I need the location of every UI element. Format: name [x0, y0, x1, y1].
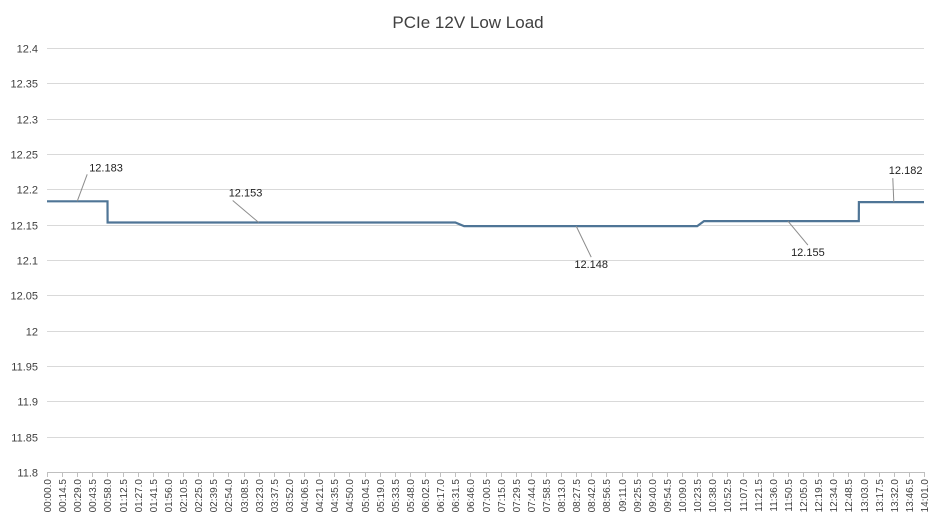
x-tick-label: 03:23.0 [255, 479, 266, 513]
x-tick-label: 04:21.0 [315, 479, 326, 513]
x-tick-label: 09:40.0 [648, 479, 659, 513]
x-tick-label: 06:46.0 [466, 479, 477, 513]
x-tick-label: 08:42.0 [587, 479, 598, 513]
x-tick-label: 10:23.5 [693, 479, 704, 513]
x-tick-label: 00:58.0 [103, 479, 114, 513]
x-tick-label: 11:21.5 [754, 479, 765, 512]
x-tick-label: 01:56.0 [164, 479, 175, 513]
data-label: 12.183 [89, 162, 123, 174]
y-tick-label: 11.9 [17, 397, 38, 409]
series-layer [47, 200, 924, 228]
x-tick-label: 11:36.0 [769, 479, 780, 512]
y-tick-label: 12.05 [10, 291, 38, 303]
x-tick-label: 06:02.5 [421, 479, 432, 513]
y-tick-label: 12.2 [17, 185, 38, 197]
x-tick-label: 11:07.0 [739, 479, 750, 512]
x-tick-label: 07:00.5 [482, 479, 493, 513]
x-tick-label: 08:56.5 [602, 479, 613, 513]
x-tick-label: 07:29.5 [512, 479, 523, 513]
gridlines [47, 48, 924, 473]
data-label-leader [787, 220, 809, 246]
x-tick-label: 01:41.5 [149, 479, 160, 513]
x-tick-label: 09:25.5 [633, 479, 644, 513]
x-tick-label: 03:08.5 [240, 479, 251, 513]
x-tick-label: 05:48.0 [406, 479, 417, 513]
x-tick-label: 09:54.5 [663, 479, 674, 513]
x-tick-label: 09:11.0 [618, 479, 629, 512]
x-tick-label: 04:35.5 [330, 479, 341, 513]
y-axis-ticks: 12.4 12.35 12.3 12.25 12.2 12.15 12.1 12.05 12 11… [10, 44, 38, 480]
x-tick-label: 13:46.5 [905, 479, 916, 513]
y-tick-label: 12 [26, 327, 38, 339]
x-tick-label: 00:00.0 [43, 479, 54, 513]
x-tick-label: 12:05.0 [799, 479, 810, 513]
x-tick-label: 05:04.5 [361, 479, 372, 513]
data-label: 12.155 [791, 247, 825, 259]
x-tick-label: 08:13.0 [557, 479, 568, 513]
x-tick-label: 01:27.0 [134, 479, 145, 513]
x-tick-label: 02:25.0 [194, 479, 205, 513]
x-tick-label: 10:09.0 [678, 479, 689, 513]
x-tick-label: 12:34.0 [829, 479, 840, 513]
y-tick-label: 12.4 [17, 44, 38, 56]
y-tick-label: 12.3 [17, 115, 38, 127]
x-tick-label: 07:58.5 [542, 479, 553, 513]
x-tick-label: 13:03.0 [860, 479, 871, 513]
x-tick-label: 00:43.5 [88, 479, 99, 513]
x-tick-label: 01:12.5 [119, 479, 130, 513]
x-tick-label: 07:44.0 [527, 479, 538, 513]
x-tick-label: 03:52.0 [285, 479, 296, 513]
x-tick-label: 08:27.5 [572, 479, 583, 513]
y-tick-label: 11.8 [17, 468, 38, 480]
y-tick-label: 12.15 [10, 221, 38, 233]
x-tick-label: 02:39.5 [209, 479, 220, 513]
data-labels: 12.183 12.153 12.148 12.155 12.182 [76, 162, 923, 271]
x-tick-label: 14:01.0 [920, 479, 931, 513]
x-tick-label: 00:29.0 [73, 479, 84, 513]
x-tick-label: 06:31.5 [451, 479, 462, 513]
data-label: 12.182 [889, 165, 923, 177]
data-label-leader [232, 200, 260, 223]
x-tick-label: 06:17.0 [436, 479, 447, 513]
data-label: 12.153 [229, 188, 263, 200]
y-tick-label: 11.85 [11, 433, 38, 445]
x-tick-label: 12:19.5 [814, 479, 825, 513]
y-tick-label: 12.1 [17, 256, 38, 268]
x-tick-label: 02:54.0 [224, 479, 235, 513]
chart-title: PCIe 12V Low Load [392, 13, 543, 32]
data-label-leader [892, 178, 895, 203]
x-tick-label: 07:15.0 [497, 479, 508, 513]
x-tick-label: 10:52.5 [723, 479, 734, 513]
y-tick-label: 12.25 [10, 150, 38, 162]
series-line [47, 200, 924, 228]
data-label-leader [76, 174, 88, 202]
x-tick-label: 12:48.5 [844, 479, 855, 513]
x-tick-label: 13:32.0 [890, 479, 901, 513]
x-tick-label: 03:37.5 [270, 479, 281, 513]
x-tick-label: 13:17.5 [875, 479, 886, 513]
x-tick-label: 00:14.5 [58, 479, 69, 513]
x-tick-label: 05:19.0 [376, 479, 387, 513]
y-tick-label: 11.95 [11, 362, 38, 374]
x-tick-label: 04:06.5 [300, 479, 311, 513]
x-tick-label: 11:50.5 [784, 479, 795, 512]
x-tick-label: 02:10.5 [179, 479, 190, 513]
x-tick-label: 10:38.0 [708, 479, 719, 513]
x-tick-label: 05:33.5 [391, 479, 402, 513]
x-tick-label: 04:50.0 [345, 479, 356, 513]
data-label: 12.148 [574, 259, 608, 271]
data-label-leader [575, 225, 592, 258]
x-axis-ticks: 00:00.0 00:14.5 00:29.0 00:43.5 00:58.0 01:12… [43, 472, 931, 512]
y-tick-label: 12.35 [10, 79, 38, 91]
